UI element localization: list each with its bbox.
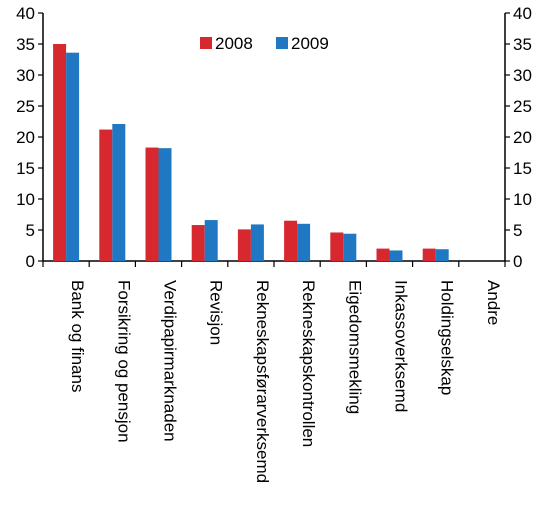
category-labels: Bank og finans Forsikring og pensjon Verdi… (68, 280, 503, 483)
bar-2009 (343, 233, 357, 261)
legend-swatch-2008 (200, 37, 212, 49)
y-tick-label-right: 10 (513, 190, 532, 209)
bar-2009 (204, 220, 218, 261)
bar-2009 (297, 223, 311, 261)
bar-2009 (112, 123, 126, 261)
category-label: Rekneskapskontrollen (299, 280, 318, 447)
bar-2008 (284, 220, 298, 261)
category-label: Inkassoverksemd (392, 280, 411, 412)
bar-2009 (250, 224, 264, 261)
bar-2009 (435, 249, 449, 261)
category-label: Rekneskapsførarverksemd (253, 280, 272, 483)
category-label: Forsikring og pensjon (114, 280, 133, 443)
bar-2009 (389, 250, 403, 261)
category-label: Holdingselskap (438, 280, 457, 395)
bar-2008 (145, 147, 159, 261)
category-label: Bank og finans (68, 280, 87, 392)
y-tick-label-right: 5 (513, 221, 522, 240)
category-label: Andre (484, 280, 503, 325)
y-tick-label-left: 15 (16, 159, 35, 178)
bar-2008 (237, 229, 251, 261)
legend-label: 2008 (215, 34, 253, 53)
y-tick-label-left: 20 (16, 128, 35, 147)
y-tick-label-right: 35 (513, 35, 532, 54)
y-tick-label-right: 25 (513, 97, 532, 116)
bars (53, 44, 449, 262)
y-tick-label-right: 15 (513, 159, 532, 178)
bar-2008 (53, 44, 67, 261)
legend-label: 2009 (291, 34, 329, 53)
y-tick-label-left: 30 (16, 66, 35, 85)
axes: 0 0 5 5 10 10 15 15 20 20 25 25 30 30 35 35 40 40 (16, 4, 532, 271)
y-tick-label-left: 5 (26, 221, 35, 240)
y-tick-label-left: 35 (16, 35, 35, 54)
y-tick-label-left: 0 (26, 252, 35, 271)
bar-2008 (376, 248, 390, 261)
category-label: Revisjon (207, 280, 226, 345)
bar-2008 (99, 129, 113, 261)
bar-2009 (66, 52, 80, 262)
legend: 2008 2009 (200, 34, 329, 53)
y-tick-label-right: 30 (513, 66, 532, 85)
y-tick-label-right: 40 (513, 4, 532, 23)
legend-swatch-2009 (276, 37, 288, 49)
bar-2008 (191, 225, 205, 261)
bar-2008 (422, 248, 436, 261)
y-tick-label-right: 0 (513, 252, 522, 271)
category-label: Eigedomsmekling (345, 280, 364, 414)
y-tick-label-right: 20 (513, 128, 532, 147)
bar-2009 (158, 148, 172, 261)
y-tick-label-left: 25 (16, 97, 35, 116)
y-tick-label-left: 40 (16, 4, 35, 23)
category-label: Verdipapirmarknaden (161, 280, 180, 442)
y-tick-label-left: 10 (16, 190, 35, 209)
bar-2008 (330, 232, 344, 261)
